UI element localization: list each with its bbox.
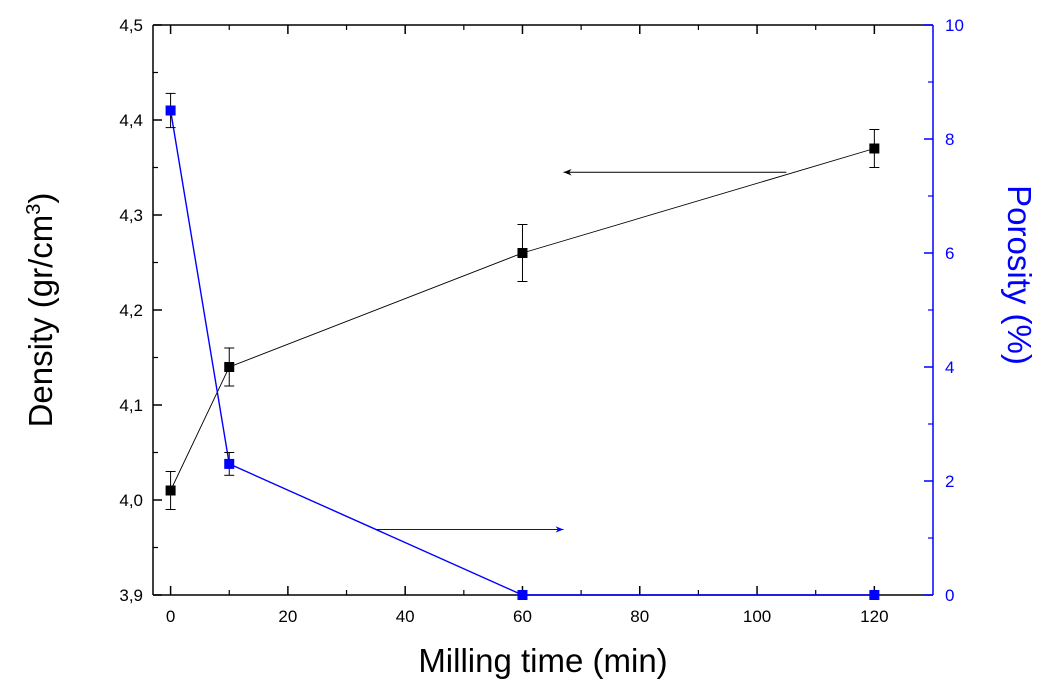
- y-left-tick-label: 4,5: [119, 16, 143, 35]
- x-tick-label: 80: [630, 607, 649, 626]
- right-axis-title: Porosity (%): [1001, 185, 1038, 365]
- x-tick-label: 60: [513, 607, 532, 626]
- porosity-data-point: [517, 590, 528, 600]
- series-layer: [165, 92, 880, 600]
- x-tick-label: 120: [860, 607, 888, 626]
- density-data-point: [869, 143, 880, 154]
- left-axis-title-superscript: 3: [23, 204, 45, 215]
- y-left-tick-label: 4,2: [119, 301, 143, 320]
- y-left-tick-label: 4,1: [119, 396, 143, 415]
- porosity-data-point: [165, 105, 176, 116]
- plot-frame: [152, 24, 934, 596]
- porosity-data-point: [869, 590, 880, 600]
- y-right-tick-label: 0: [945, 586, 954, 605]
- left-axis-title-main: Density (gr/cm: [22, 215, 59, 428]
- left-axis-title: Density (gr/cm3): [22, 193, 59, 428]
- x-axis-title: Milling time (min): [418, 642, 667, 679]
- density-series-line: [170, 148, 875, 491]
- y-right-tick-label: 8: [945, 130, 954, 149]
- y-right-tick-label: 2: [945, 472, 954, 491]
- porosity-data-point: [224, 458, 235, 469]
- y-right-tick-label: 6: [945, 244, 954, 263]
- porosity-series-line: [169, 110, 875, 596]
- left-axis-ticks: 3,9 4,0 4,1 4,2 4,3 4,4 4,5: [119, 16, 162, 605]
- left-axis-title-suffix: ): [22, 193, 59, 204]
- density-data-point: [165, 485, 176, 496]
- x-tick-label: 0: [166, 607, 175, 626]
- right-axis-ticks: 0 2 4 6 8 10: [924, 16, 964, 605]
- y-right-tick-label: 4: [945, 358, 954, 377]
- x-tick-label: 20: [278, 607, 297, 626]
- x-tick-label: 40: [396, 607, 415, 626]
- y-left-tick-label: 4,3: [119, 206, 143, 225]
- x-tick-label: 100: [743, 607, 771, 626]
- y-right-tick-label: 10: [945, 16, 964, 35]
- y-left-tick-label: 3,9: [119, 586, 143, 605]
- density-data-point: [517, 248, 528, 258]
- density-data-point: [224, 362, 235, 372]
- y-left-tick-label: 4,0: [119, 491, 143, 510]
- y-left-tick-label: 4,4: [119, 111, 143, 130]
- x-axis-ticks: 0 20 40 60 80 100 120: [166, 25, 889, 626]
- annotation-layer: [375, 169, 787, 533]
